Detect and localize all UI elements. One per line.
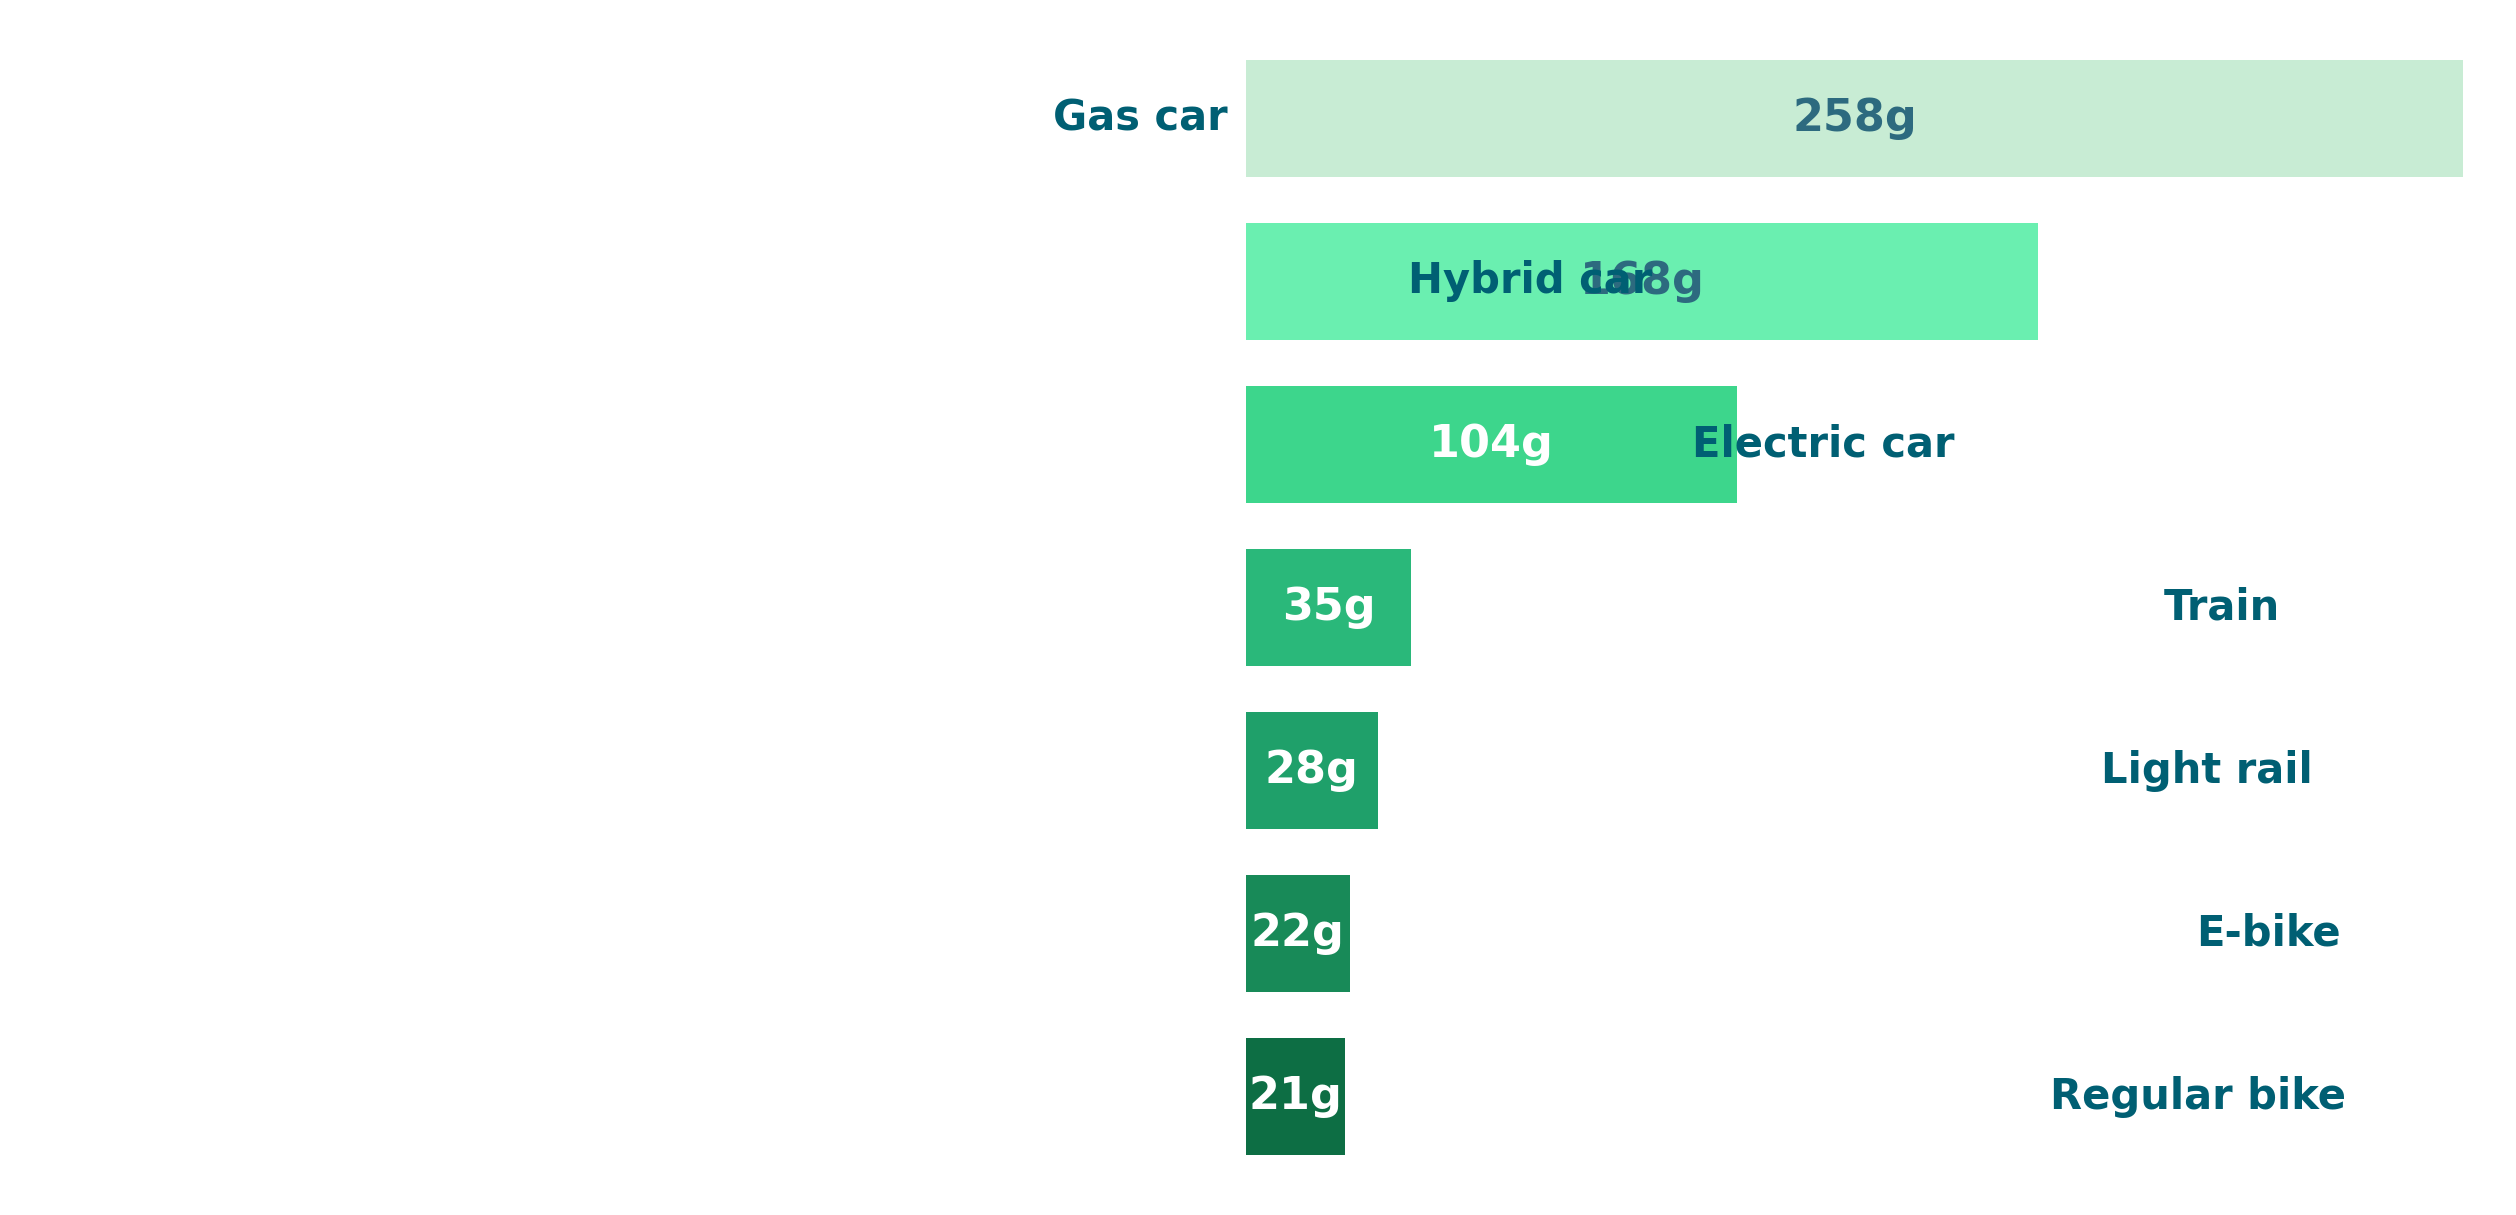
FancyBboxPatch shape [1245,222,2038,340]
Text: Regular bike: Regular bike [2051,1075,2345,1118]
Text: Gas car: Gas car [1052,97,1228,140]
Text: Light rail: Light rail [2101,750,2312,791]
Text: 258g: 258g [1791,97,1917,140]
FancyBboxPatch shape [1245,712,1379,830]
Text: E-bike: E-bike [2196,912,2340,955]
Text: 28g: 28g [1266,750,1359,792]
FancyBboxPatch shape [1245,1038,1346,1155]
FancyBboxPatch shape [1245,60,2463,177]
Text: Hybrid car: Hybrid car [1409,260,1653,303]
Text: 21g: 21g [1248,1075,1344,1118]
Text: Electric car: Electric car [1691,424,1955,465]
Text: 168g: 168g [1580,260,1706,303]
Text: 104g: 104g [1429,423,1552,465]
FancyBboxPatch shape [1245,549,1411,666]
Text: 22g: 22g [1250,912,1344,955]
FancyBboxPatch shape [1245,385,1736,503]
FancyBboxPatch shape [1245,875,1349,993]
Text: Train: Train [2164,587,2279,628]
Text: 35g: 35g [1281,586,1376,629]
